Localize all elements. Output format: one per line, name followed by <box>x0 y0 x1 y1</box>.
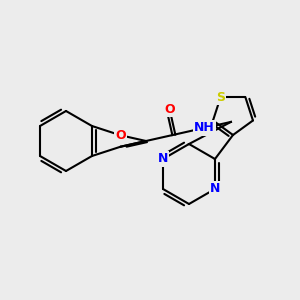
Text: N: N <box>210 182 220 196</box>
Text: N: N <box>158 152 168 166</box>
Text: O: O <box>115 129 126 142</box>
Text: S: S <box>216 91 225 103</box>
Text: NH: NH <box>194 121 215 134</box>
Text: O: O <box>164 103 175 116</box>
